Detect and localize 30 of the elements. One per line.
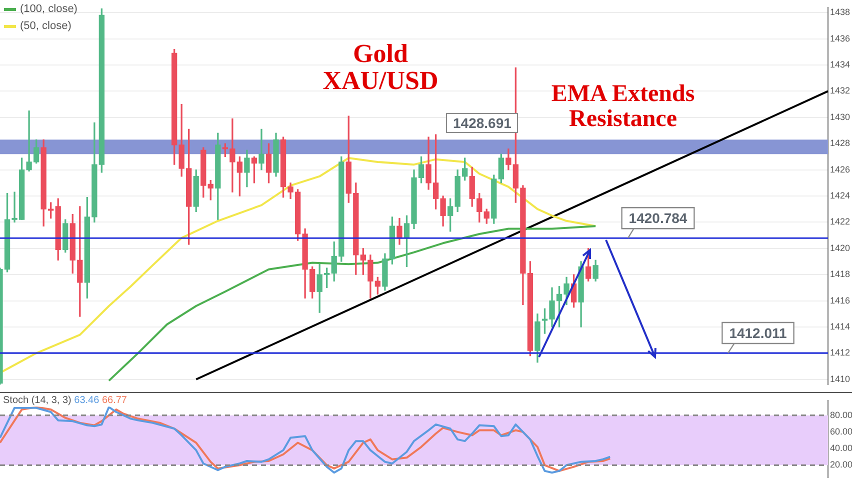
y-tick-label: 40.00 [830, 443, 852, 454]
y-tick-label: 1422 [830, 216, 850, 227]
ref-line-label: 1420.784 [628, 210, 688, 226]
y-tick-label: 1436 [830, 33, 850, 44]
y-tick-label: 20.00 [830, 460, 852, 470]
y-tick-label: 1418 [830, 269, 850, 280]
annotation: 63.46 [73, 395, 100, 406]
y-tick-label: 80.00 [830, 410, 852, 420]
y-tick-label: 1424 [830, 190, 850, 200]
y-tick-label: 1438 [830, 7, 850, 18]
y-tick-label: 1432 [830, 86, 850, 96]
y-tick-label: 1434 [830, 60, 850, 70]
y-tick-label: 60.00 [830, 426, 852, 436]
text: EMA Extends Resistance [550, 81, 696, 132]
y-tick-label: 1410 [830, 374, 850, 384]
y-tick-label: 1414 [830, 321, 850, 332]
chart-title: Stoch (14, 3, 3) [3, 395, 72, 406]
y-tick-label: 1420 [830, 242, 850, 253]
annotation: 1428.691 [446, 113, 518, 133]
legend-label: (50, close) [20, 20, 72, 32]
text: Gold XAU/USD [322, 39, 440, 96]
y-tick-label: 1430 [830, 112, 850, 122]
y-tick-label: 1426 [830, 164, 850, 174]
y-tick-label: 1412 [830, 348, 850, 358]
candlestick [258, 128, 264, 170]
y-tick-label: 1416 [830, 295, 850, 306]
y-tick-label: 1428 [830, 138, 850, 148]
annotation: 66.77 [100, 395, 127, 406]
ref-line-label: 1412.011 [729, 324, 788, 341]
legend-label: (100, close) [20, 3, 78, 15]
